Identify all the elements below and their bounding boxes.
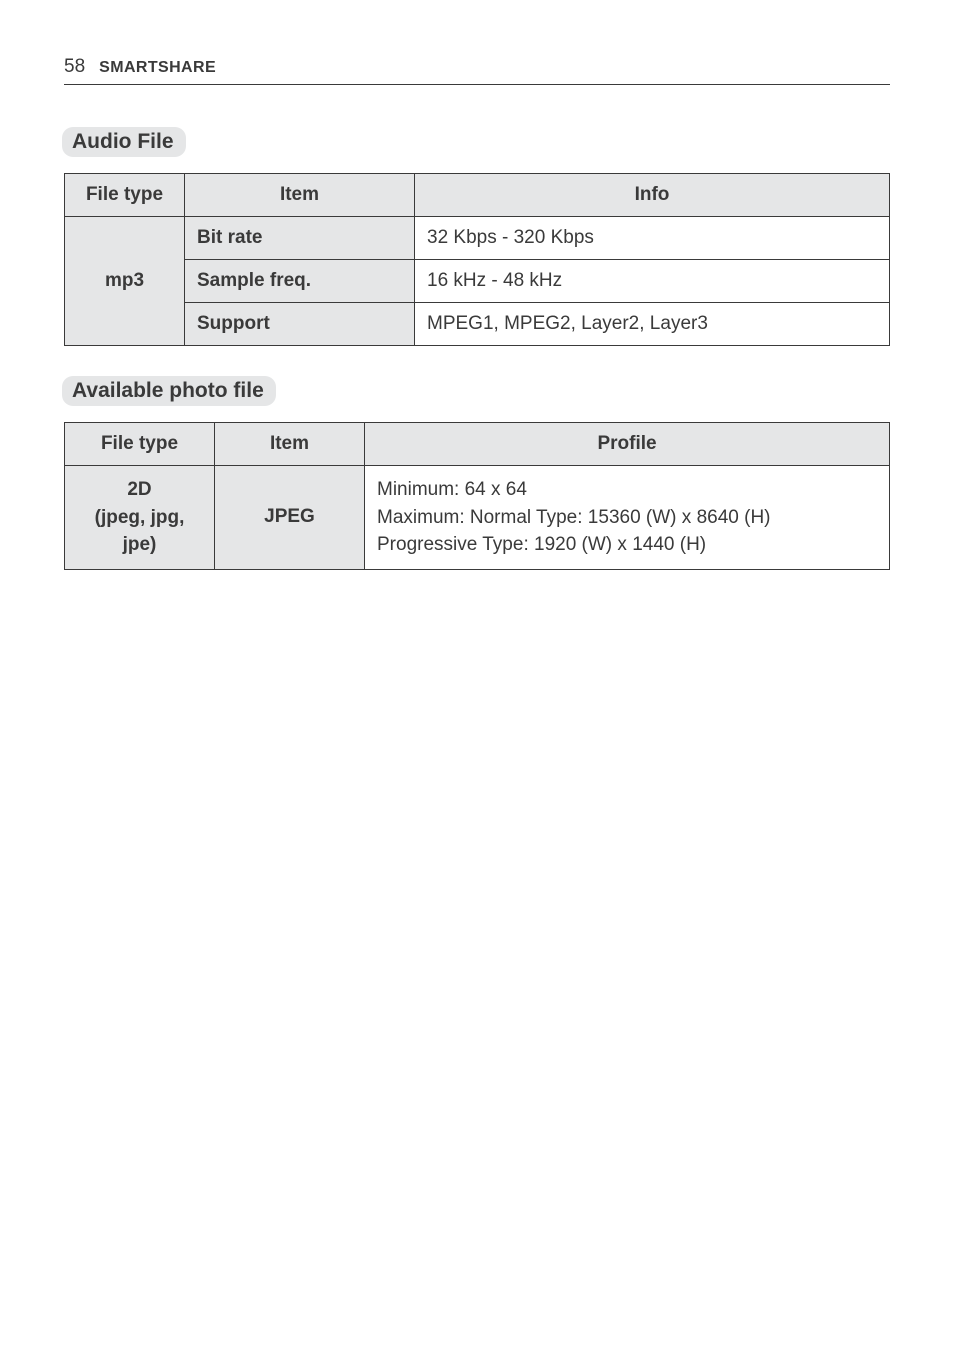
cell-item: Support [185,303,415,346]
table-row: Sample freq. 16 kHz - 48 kHz [65,260,890,303]
section-audio-file: Audio File File type Item Info mp3 Bit r… [64,127,890,346]
profile-line: Minimum: 64 x 64 [377,479,527,500]
cell-item-jpeg: JPEG [215,466,365,570]
cell-profile: Minimum: 64 x 64 Maximum: Normal Type: 1… [365,466,890,570]
cell-filetype-mp3: mp3 [65,217,185,346]
audio-file-table: File type Item Info mp3 Bit rate 32 Kbps… [64,173,890,346]
cell-item: Bit rate [185,217,415,260]
cell-item: Sample freq. [185,260,415,303]
table-row: File type Item Profile [65,423,890,466]
table-row: mp3 Bit rate 32 Kbps - 320 Kbps [65,217,890,260]
photo-file-table: File type Item Profile 2D (jpeg, jpg, jp… [64,422,890,570]
page-number: 58 [64,56,85,78]
filetype-line: jpe) [123,534,157,555]
section-photo-file: Available photo file File type Item Prof… [64,376,890,570]
profile-line: Maximum: Normal Type: 15360 (W) x 8640 (… [377,507,771,528]
profile-line: Progressive Type: 1920 (W) x 1440 (H) [377,534,706,555]
cell-filetype-2d: 2D (jpeg, jpg, jpe) [65,466,215,570]
col-header-info: Info [415,174,890,217]
filetype-line: 2D [127,479,151,500]
heading-photo-file: Available photo file [62,376,276,406]
table-row: Support MPEG1, MPEG2, Layer2, Layer3 [65,303,890,346]
page-header: 58 SMARTSHARE [64,56,890,85]
cell-info: 32 Kbps - 320 Kbps [415,217,890,260]
col-header-item: Item [215,423,365,466]
page-container: 58 SMARTSHARE Audio File File type Item … [0,0,954,1354]
col-header-filetype: File type [65,174,185,217]
cell-info: 16 kHz - 48 kHz [415,260,890,303]
table-row: File type Item Info [65,174,890,217]
filetype-line: (jpeg, jpg, [95,507,185,528]
cell-info: MPEG1, MPEG2, Layer2, Layer3 [415,303,890,346]
col-header-profile: Profile [365,423,890,466]
col-header-filetype: File type [65,423,215,466]
table-row: 2D (jpeg, jpg, jpe) JPEG Minimum: 64 x 6… [65,466,890,570]
header-title: SMARTSHARE [99,59,216,77]
col-header-item: Item [185,174,415,217]
heading-audio-file: Audio File [62,127,186,157]
